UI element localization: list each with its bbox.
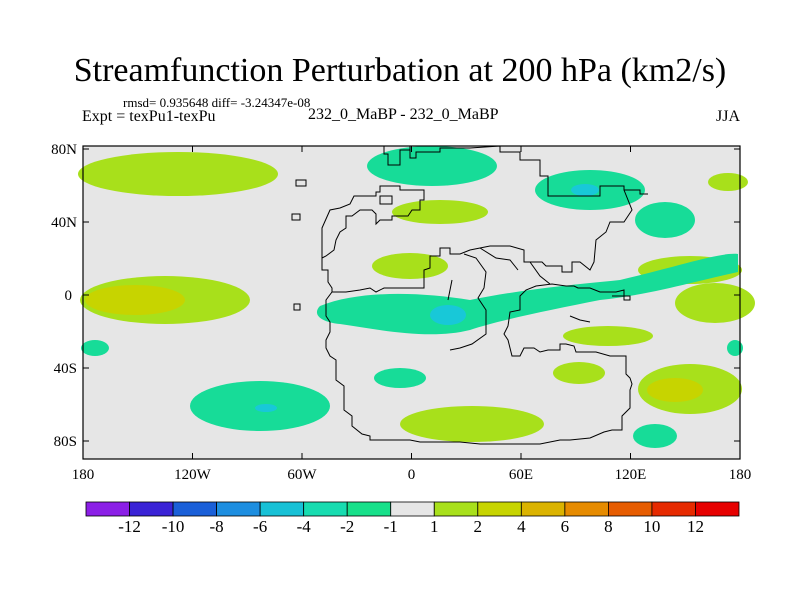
pos-blob-indian-s — [553, 362, 605, 384]
season-label: JJA — [716, 108, 741, 125]
pos-blob-south-atl — [400, 406, 544, 442]
pos-blob-w-eq-core — [85, 285, 185, 315]
colorbar-box — [520, 501, 566, 517]
colorbar-box — [129, 501, 174, 517]
lat-label: 80N — [51, 142, 77, 158]
colorbar-box — [477, 501, 522, 517]
colorbar-box — [651, 501, 696, 517]
stats-text: rmsd= 0.935648 diff= -3.24347e-08 — [123, 95, 311, 110]
continent-outline-africa-inner — [447, 247, 591, 351]
colorbar-label: -6 — [253, 517, 267, 536]
lat-label: 40S — [54, 361, 77, 377]
lon-labels: 180 120W 60W 0 60E 120E 180 — [72, 467, 752, 483]
lon-label: 60E — [509, 467, 533, 483]
colorbar-label: -2 — [340, 517, 354, 536]
colorbar-label: -12 — [118, 517, 141, 536]
negative-contours — [81, 146, 743, 448]
lon-label: 180 — [729, 467, 752, 483]
pos-blob-nw — [78, 152, 278, 196]
colorbar-box — [433, 501, 479, 517]
neg-blob-indian — [633, 424, 677, 448]
colorbar-boxes — [85, 501, 740, 517]
colorbar-label: 1 — [430, 517, 439, 536]
colorbar-label: 8 — [604, 517, 613, 536]
colorbar-box — [346, 501, 392, 517]
neg-band-equator — [316, 253, 738, 335]
neg-blob-sw-edge — [81, 340, 109, 356]
pos-blob-india — [563, 326, 653, 346]
lon-label: 60W — [287, 467, 317, 483]
lon-label: 180 — [72, 467, 95, 483]
colorbar-box — [608, 501, 653, 517]
colorbar-box — [695, 501, 740, 517]
colorbar-labels: -12 -10 -8 -6 -4 -2 -1 1 2 4 6 8 10 12 — [118, 517, 704, 536]
lat-label: 0 — [65, 288, 73, 304]
colorbar-box — [216, 501, 261, 517]
colorbar-label: -4 — [297, 517, 312, 536]
colorbar-label: -10 — [162, 517, 185, 536]
lat-label: 40N — [51, 215, 77, 231]
continent-outlines — [291, 145, 648, 445]
colorbar-label: 6 — [561, 517, 570, 536]
chart-title: Streamfunction Perturbation at 200 hPa (… — [73, 52, 727, 89]
neg-blob-siberia-core — [571, 184, 599, 196]
neg-blob-siberia-tail — [635, 202, 695, 238]
experiment-label: Expt = texPu1-texPu — [82, 108, 216, 125]
colorbar-box — [564, 501, 609, 517]
pos-blob-ne — [708, 173, 748, 191]
lat-label: 80S — [54, 434, 77, 450]
pos-blob-africa-n — [372, 253, 448, 279]
pos-blob-se-core — [647, 378, 703, 402]
axis-ticks — [82, 146, 741, 459]
case-label: 232_0_MaBP - 232_0_MaBP — [308, 106, 499, 123]
lon-label: 0 — [408, 467, 416, 483]
colorbar-box — [390, 501, 435, 517]
colorbar-label: 4 — [517, 517, 526, 536]
colorbar-label: 2 — [474, 517, 483, 536]
lon-label: 120E — [615, 467, 647, 483]
colorbar-label: -1 — [384, 517, 398, 536]
neg-blob-south-atl — [374, 368, 426, 388]
colorbar-box — [172, 501, 218, 517]
colorbar-label: 10 — [643, 517, 660, 536]
lon-label: 120W — [174, 467, 212, 483]
pos-blob-eurasia — [392, 200, 488, 224]
colorbar-box — [303, 501, 348, 517]
lat-labels: 80N 40N 0 40S 80S — [51, 142, 77, 450]
continent-outline-main — [291, 145, 648, 445]
colorbar-label: 12 — [687, 517, 704, 536]
pos-blob-e-eq — [675, 283, 755, 323]
colorbar-box — [259, 501, 305, 517]
neg-blob-equator-core — [430, 305, 466, 325]
neg-blob-south-pac-core — [255, 404, 277, 412]
neg-blob-se-edge — [727, 340, 743, 356]
colorbar-label: -8 — [210, 517, 224, 536]
colorbar-box — [85, 501, 130, 517]
